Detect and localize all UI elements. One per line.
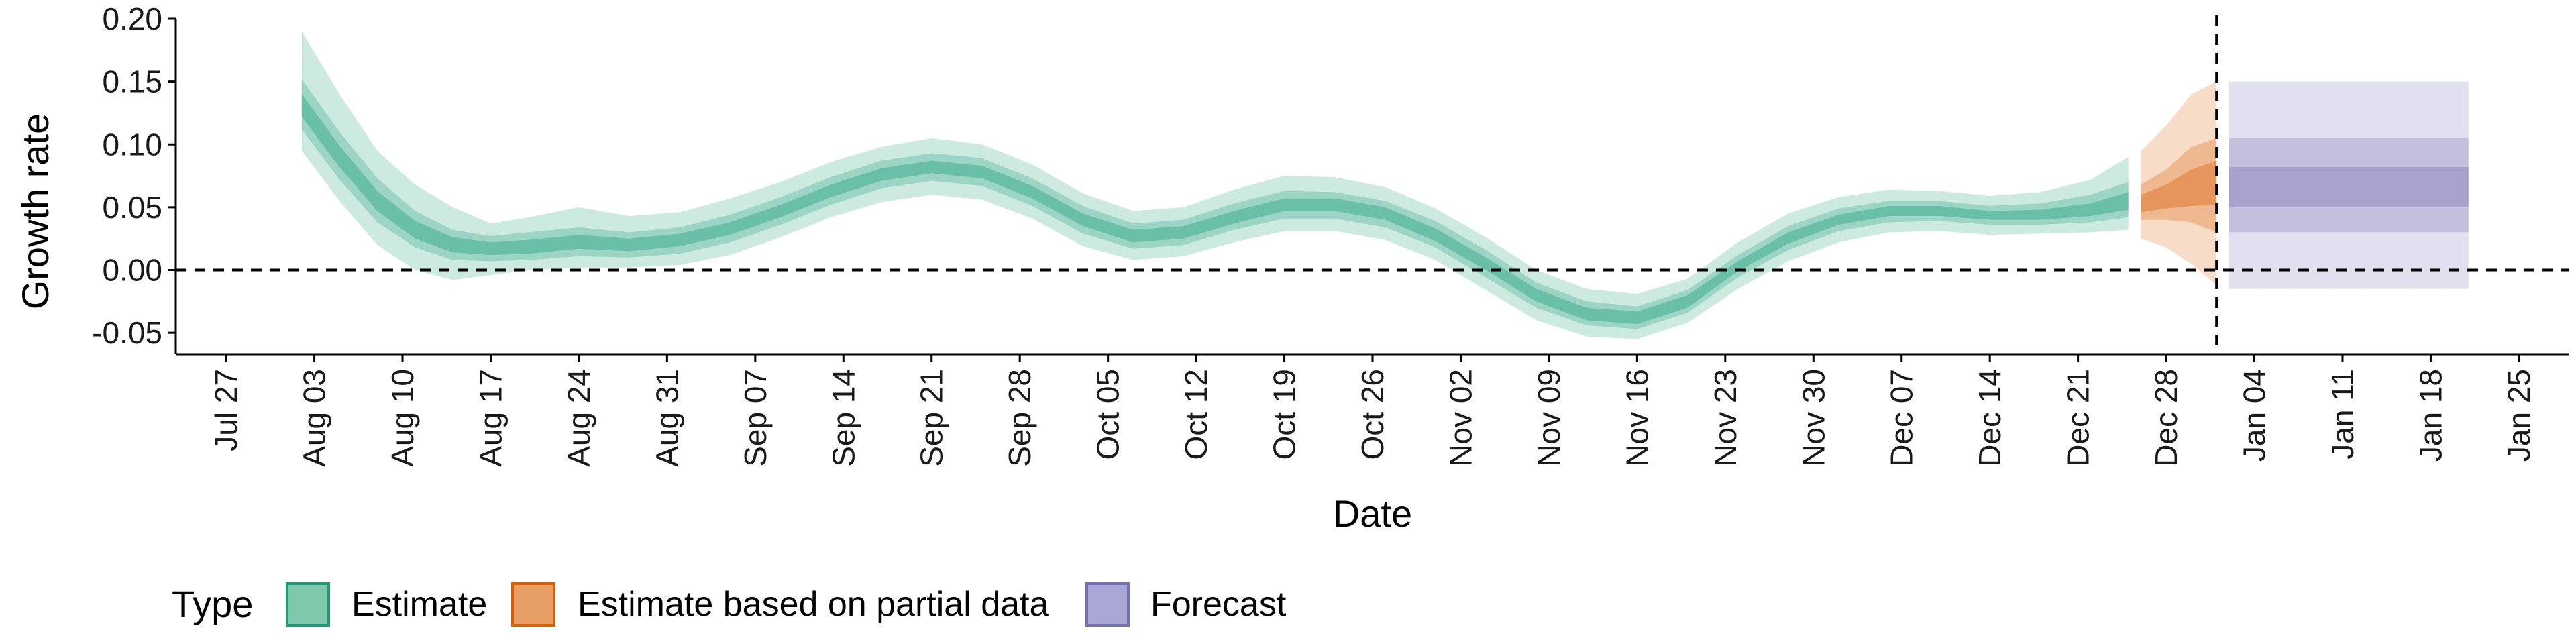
x-tick-label: Nov 16	[1619, 369, 1654, 467]
x-tick-label: Aug 10	[385, 369, 420, 467]
y-axis-title: Growth rate	[14, 113, 56, 310]
x-tick-label: Dec 14	[1972, 369, 2007, 467]
legend-label-estimate: Estimate	[352, 585, 487, 624]
band-forecast-90pct	[2229, 81, 2469, 289]
legend-key-partial	[511, 582, 555, 627]
y-tick-label: 0.15	[102, 64, 162, 99]
band-forecast-50pct	[2229, 138, 2469, 233]
x-tick-label: Sep 07	[738, 369, 773, 467]
x-axis-ticks: Jul 27 Aug 03 Aug 10 Aug 17 Aug 24 Aug 31 Sep …	[209, 354, 2536, 467]
x-tick-label: Aug 17	[474, 369, 508, 467]
band-estimate-based-on-partial-data-50pct	[2141, 138, 2217, 233]
x-tick-label: Aug 03	[297, 369, 332, 467]
x-tick-label: Nov 09	[1532, 369, 1566, 467]
legend-label-partial: Estimate based on partial data	[578, 585, 1049, 624]
y-tick-label: 0.10	[102, 127, 162, 162]
x-tick-label: Nov 30	[1796, 369, 1831, 467]
y-tick-label: 0.20	[102, 1, 162, 36]
legend-key-estimate	[286, 582, 330, 627]
legend: Type Estimate Estimate based on partial …	[172, 582, 1287, 627]
x-tick-label: Sep 14	[826, 369, 861, 467]
x-axis-title: Date	[1333, 492, 1412, 535]
y-axis-ticks: 0.20 0.15 0.10 0.05 0.00 -0.05	[92, 1, 176, 350]
x-tick-label: Dec 07	[1884, 369, 1919, 467]
band-estimate-based-on-partial-data-90pct	[2141, 81, 2217, 285]
x-tick-label: Oct 12	[1179, 369, 1214, 460]
y-tick-label: 0.05	[102, 190, 162, 225]
y-tick-label: -0.05	[92, 315, 162, 350]
band-estimate-based-on-partial-data-20pct	[2141, 160, 2217, 213]
x-tick-label: Oct 19	[1267, 369, 1302, 460]
x-tick-label: Aug 24	[561, 369, 596, 467]
uncertainty-bands	[301, 31, 2469, 339]
y-tick-label: 0.00	[102, 253, 162, 288]
x-tick-label: Jan 11	[2325, 369, 2360, 460]
legend-label-forecast: Forecast	[1150, 585, 1287, 624]
x-tick-label: Sep 21	[914, 369, 949, 467]
band-estimate-90pct	[301, 31, 2129, 339]
legend-key-forecast	[1085, 582, 1130, 627]
x-tick-label: Jan 25	[2502, 369, 2536, 462]
x-tick-label: Jul 27	[209, 369, 244, 451]
x-tick-label: Nov 23	[1708, 369, 1743, 467]
x-tick-label: Oct 26	[1355, 369, 1390, 460]
x-tick-label: Dec 28	[2149, 369, 2184, 467]
legend-title: Type	[172, 583, 253, 625]
x-tick-label: Nov 02	[1444, 369, 1479, 467]
x-tick-label: Jan 18	[2413, 369, 2448, 462]
x-tick-label: Oct 05	[1091, 369, 1126, 460]
reference-lines	[176, 15, 2569, 354]
x-tick-label: Sep 28	[1002, 369, 1037, 467]
x-tick-label: Dec 21	[2061, 369, 2096, 467]
x-tick-label: Aug 31	[649, 369, 684, 467]
band-forecast-20pct	[2229, 167, 2469, 207]
x-tick-label: Jan 04	[2237, 369, 2272, 462]
